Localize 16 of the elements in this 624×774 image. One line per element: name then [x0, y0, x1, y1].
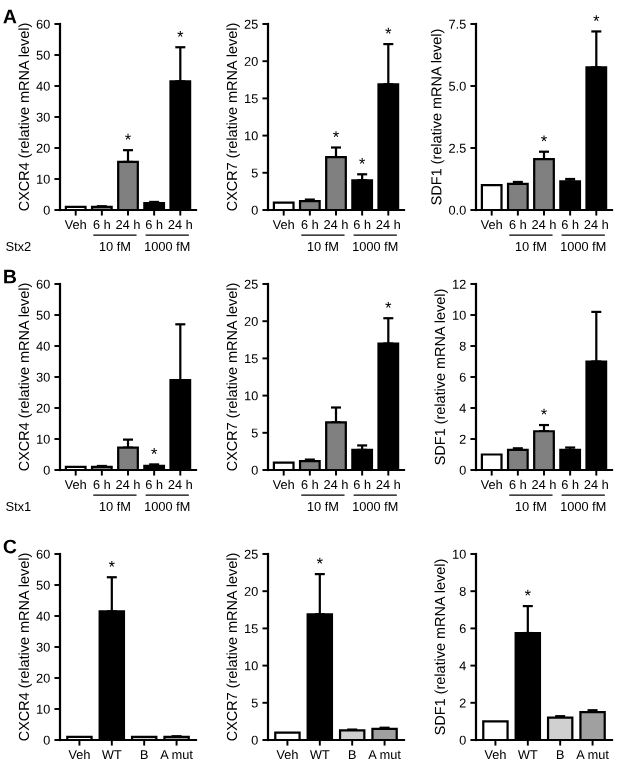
- data-label: *: [541, 408, 547, 415]
- data-label: *: [125, 133, 131, 140]
- data-label: *: [524, 589, 531, 596]
- chart-title: A: [3, 9, 17, 24]
- data-label: *: [316, 557, 323, 564]
- data-label: *: [333, 131, 339, 138]
- data-label: *: [385, 301, 392, 308]
- data-label: *: [108, 560, 115, 567]
- chart-title: B: [4, 269, 17, 284]
- data-label: *: [177, 30, 184, 37]
- data-label: *: [541, 135, 547, 142]
- data-label: *: [593, 15, 600, 21]
- chart-title: C: [3, 539, 17, 554]
- data-label: *: [385, 27, 392, 34]
- data-label: *: [151, 448, 158, 454]
- data-label: *: [359, 157, 366, 164]
